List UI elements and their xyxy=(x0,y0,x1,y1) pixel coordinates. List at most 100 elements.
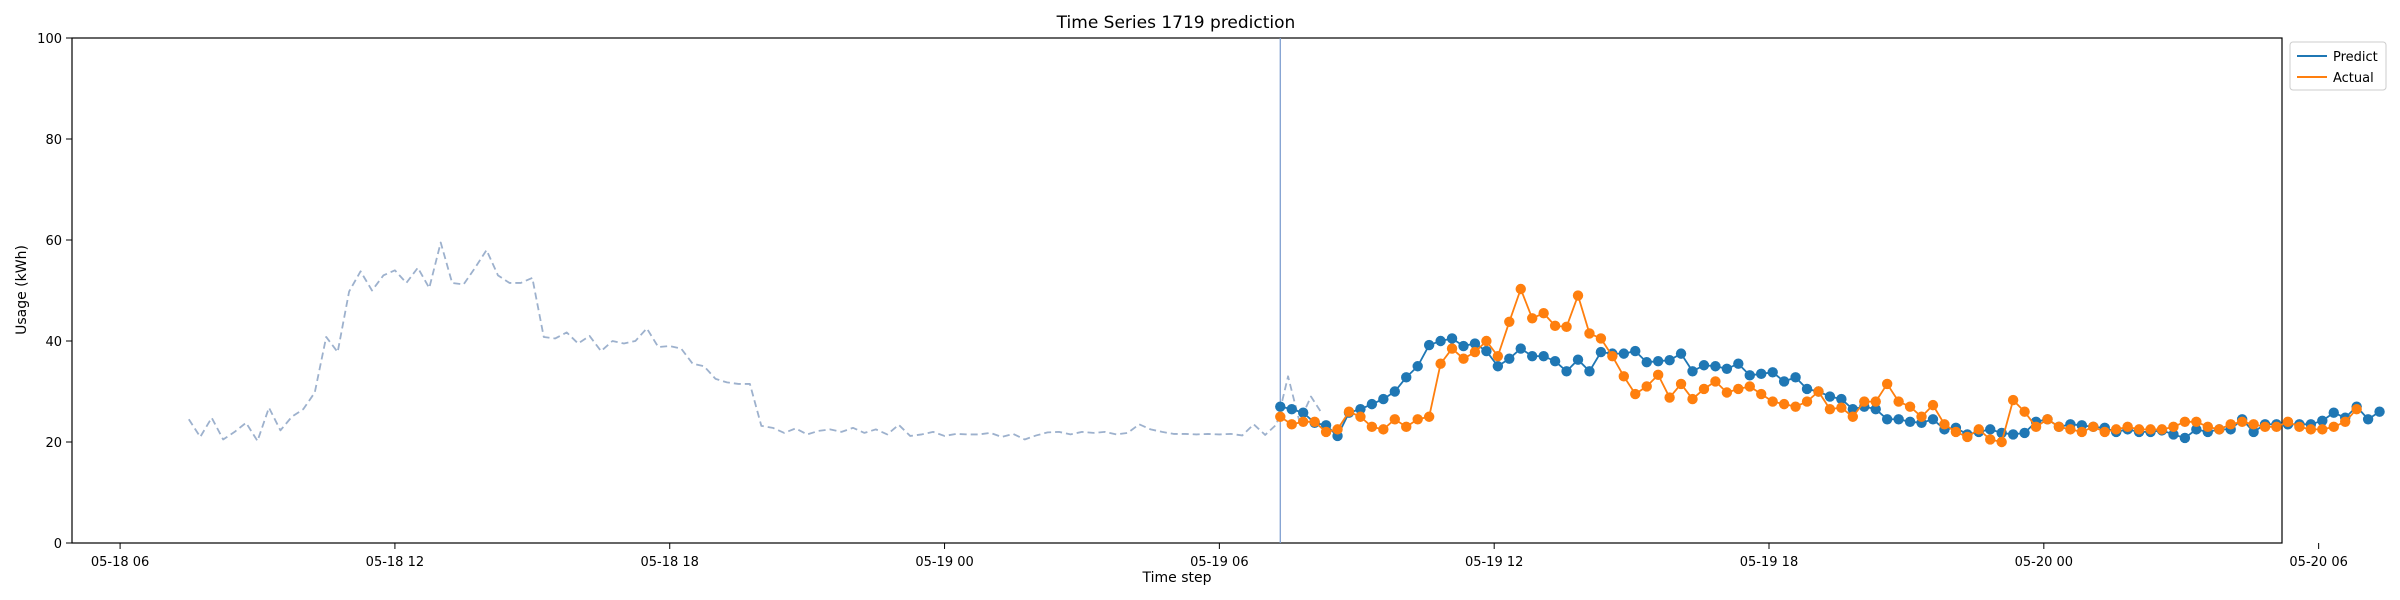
chart-title: Time Series 1719 prediction xyxy=(1056,13,1296,33)
data-point xyxy=(1549,320,1561,332)
x-axis: 05-18 06 05-18 12 05-18 18 05-19 00 05-19 06… xyxy=(91,543,2348,570)
data-point xyxy=(2168,429,2179,440)
data-point xyxy=(1790,372,1801,383)
data-point xyxy=(1927,399,1939,411)
data-point xyxy=(1893,396,1904,407)
data-point xyxy=(1733,358,1744,369)
data-point xyxy=(2122,421,2133,433)
y-tick-label: 20 xyxy=(45,436,62,451)
series-history xyxy=(188,241,1324,442)
x-tick-label: 05-19 06 xyxy=(1190,555,1248,570)
legend-label: Predict xyxy=(2333,50,2378,65)
data-point xyxy=(1297,416,1309,427)
data-point xyxy=(1881,378,1893,390)
data-point xyxy=(2317,415,2328,426)
data-point xyxy=(2248,426,2259,438)
data-point xyxy=(2374,406,2385,417)
x-tick-label: 05-18 12 xyxy=(366,555,424,570)
data-point xyxy=(1710,376,1721,387)
data-point xyxy=(1504,316,1515,328)
data-point xyxy=(1607,350,1618,362)
data-point xyxy=(2191,416,2202,427)
data-point xyxy=(1366,421,1378,433)
series-line xyxy=(188,241,1324,442)
data-point xyxy=(1721,363,1733,374)
data-point xyxy=(2168,421,2179,433)
data-point xyxy=(1538,350,1549,362)
data-point xyxy=(1675,348,1687,359)
data-point xyxy=(1641,357,1652,368)
data-point xyxy=(2007,394,2019,406)
data-point xyxy=(1641,381,1652,392)
data-point xyxy=(1618,348,1630,359)
data-point xyxy=(1378,424,1389,435)
data-point xyxy=(1767,367,1778,378)
data-point xyxy=(1389,414,1400,425)
data-point xyxy=(2042,414,2053,425)
data-point xyxy=(1721,387,1733,398)
data-point xyxy=(2133,424,2145,435)
x-tick-label: 05-20 00 xyxy=(2015,555,2073,570)
data-point xyxy=(1893,414,1904,425)
data-point xyxy=(2305,424,2317,435)
data-point xyxy=(1435,335,1446,347)
data-point xyxy=(1309,416,1320,427)
x-tick-label: 05-19 00 xyxy=(915,555,973,570)
data-point xyxy=(2179,432,2191,444)
data-point xyxy=(1481,335,1492,347)
data-point xyxy=(2351,403,2362,415)
data-point xyxy=(2282,416,2294,427)
data-point xyxy=(1618,371,1630,382)
data-point xyxy=(1687,393,1698,405)
data-point xyxy=(1332,424,1343,435)
data-point xyxy=(1561,321,1572,333)
data-point xyxy=(1584,328,1595,339)
data-point xyxy=(1584,366,1595,377)
data-point xyxy=(1297,407,1309,418)
data-point xyxy=(2019,427,2030,439)
data-point xyxy=(1412,361,1423,372)
series-line xyxy=(1280,337,2381,439)
data-point xyxy=(1870,396,1881,407)
data-point xyxy=(1652,356,1664,367)
data-point xyxy=(1973,424,1984,435)
data-point xyxy=(2248,419,2259,430)
data-point xyxy=(1412,414,1423,425)
data-point xyxy=(1389,386,1400,397)
data-point xyxy=(1355,411,1366,422)
data-point xyxy=(1423,411,1435,422)
data-point xyxy=(1847,411,1859,422)
data-point xyxy=(2156,424,2168,435)
data-point xyxy=(2065,424,2076,435)
data-point xyxy=(1286,419,1297,430)
y-axis-label: Usage (kWh) xyxy=(14,245,30,335)
data-point xyxy=(1836,393,1847,405)
data-point xyxy=(1847,403,1859,415)
data-point xyxy=(1778,376,1790,387)
data-point xyxy=(2088,421,2099,433)
data-point xyxy=(1504,353,1515,364)
data-point xyxy=(2259,421,2271,433)
data-point xyxy=(1939,419,1950,430)
data-point xyxy=(2191,424,2202,435)
data-point xyxy=(1355,403,1366,415)
data-point xyxy=(1549,356,1561,367)
data-point xyxy=(1790,401,1801,412)
data-point xyxy=(1515,283,1526,295)
data-point xyxy=(1778,398,1790,410)
data-point xyxy=(1664,354,1675,366)
data-point xyxy=(1630,388,1641,400)
y-tick-label: 100 xyxy=(37,32,62,47)
y-axis: 0 20 40 60 80 100 xyxy=(37,32,72,552)
data-point xyxy=(1744,370,1755,381)
data-point xyxy=(2236,416,2248,427)
data-point xyxy=(2202,421,2213,433)
data-point xyxy=(2076,426,2088,438)
data-point xyxy=(1904,401,1916,412)
data-point xyxy=(1962,431,1973,443)
data-point xyxy=(2294,421,2305,433)
data-point xyxy=(1733,383,1744,395)
data-point xyxy=(1652,369,1664,381)
data-point xyxy=(1515,343,1526,354)
